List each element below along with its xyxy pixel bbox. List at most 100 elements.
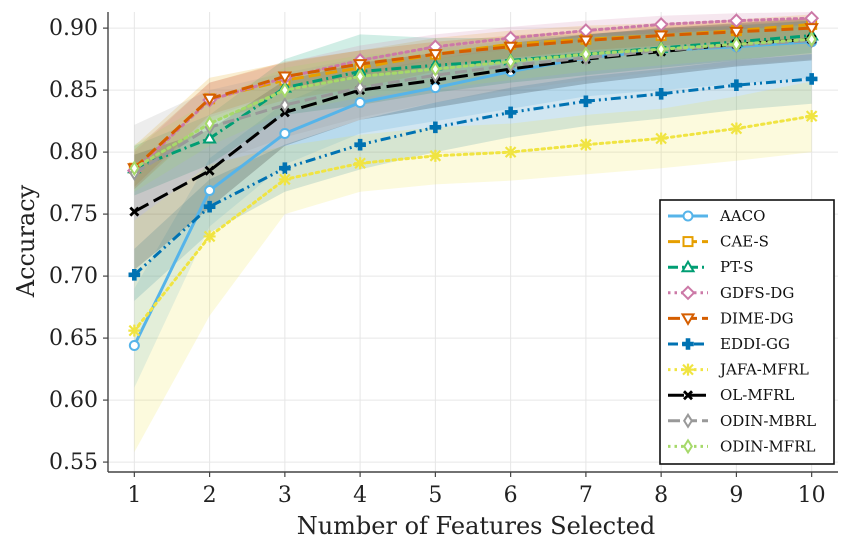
point-eddi-gg [429, 121, 442, 134]
point-odin-mfrl [806, 31, 817, 48]
point-jafa-mfrl [354, 157, 367, 170]
line-odin-mfrl [132, 37, 814, 170]
series-eddi-gg [128, 73, 818, 281]
legend-label-cae-s: CAE-S [720, 233, 769, 251]
band-aaco [134, 20, 812, 388]
x-tick-label: 4 [353, 483, 367, 508]
y-tick-label: 0.80 [49, 140, 98, 165]
point-jafa-mfrl [655, 132, 668, 145]
point-odin-mfrl [430, 61, 441, 77]
legend-label-gdfs-dg: GDFS-DG [720, 284, 794, 302]
point-aaco [279, 128, 291, 140]
x-axis-title: Number of Features Selected [297, 512, 656, 540]
point-dime-dg [653, 30, 669, 44]
legend-marker-gdfs-dg [680, 285, 696, 301]
legend-marker-jafa-mfrl [682, 363, 694, 376]
x-tick-label: 5 [428, 483, 442, 508]
point-jafa-mfrl [504, 146, 517, 159]
band-odin-mbrl [134, 21, 812, 221]
band-pt-s [134, 20, 812, 196]
axes [103, 12, 838, 477]
point-jafa-mfrl [203, 230, 216, 243]
legend-label-pt-s: PT-S [720, 258, 754, 276]
y-tick-label: 0.75 [49, 202, 98, 227]
series-lines [126, 10, 820, 352]
x-tick-label: 9 [729, 483, 743, 508]
legend-marker-pt-s [680, 259, 696, 273]
point-aaco [204, 185, 216, 197]
point-odin-mfrl [355, 68, 366, 85]
point-gdfs-dg [653, 16, 669, 32]
y-tick-label: 0.65 [49, 326, 98, 351]
point-odin-mfrl [129, 160, 140, 177]
legend-label-odin-mbrl: ODIN-MBRL [720, 412, 816, 430]
y-tick-label: 0.60 [49, 388, 98, 413]
band-gdfs-dg [134, 12, 812, 190]
point-odin-mfrl [279, 82, 290, 98]
point-jafa-mfrl [730, 122, 743, 135]
band-eddi-gg [134, 54, 812, 301]
point-eddi-gg [203, 200, 216, 213]
point-eddi-gg [279, 162, 291, 175]
series-jafa-mfrl [128, 110, 818, 337]
line-pt-s [133, 34, 812, 170]
x-tick-label: 7 [579, 483, 593, 508]
band-odin-mfrl [134, 24, 812, 192]
y-axis-title: Accuracy [12, 184, 40, 298]
x-tick-label: 1 [127, 483, 141, 508]
point-ol-mfrl [204, 165, 215, 176]
point-eddi-gg [354, 138, 366, 151]
point-odin-mfrl [731, 36, 742, 53]
point-dime-dg [503, 41, 518, 55]
point-jafa-mfrl [278, 173, 291, 186]
band-cae-s [134, 14, 812, 190]
x-tick-label: 2 [203, 483, 217, 508]
line-jafa-mfrl [132, 114, 814, 333]
point-odin-mfrl [656, 41, 667, 58]
point-jafa-mfrl [429, 149, 442, 162]
point-eddi-gg [805, 73, 818, 85]
point-dime-dg [804, 23, 819, 36]
point-ol-mfrl [129, 206, 140, 217]
point-dime-dg [277, 71, 293, 84]
legend-marker-odin-mfrl [683, 438, 693, 455]
point-eddi-gg [128, 269, 141, 281]
y-tick-label: 0.90 [49, 16, 98, 41]
y-tick-label: 0.70 [49, 264, 98, 289]
point-eddi-gg [730, 79, 743, 91]
point-dime-dg [729, 26, 744, 40]
x-tick-label: 10 [798, 483, 826, 508]
point-eddi-gg [580, 95, 592, 108]
x-tick-label: 3 [278, 483, 292, 508]
point-dime-dg [352, 59, 368, 72]
point-jafa-mfrl [128, 324, 141, 337]
y-tick-label: 0.85 [49, 78, 98, 103]
tick-labels: 1 2 3 4 5 6 7 8 9 10 0.55 0.60 0.65 0.70 0.75 0.80 0.85 0… [49, 16, 826, 508]
legend-marker-cae-s [682, 236, 694, 248]
point-aaco [128, 340, 140, 352]
legend: AACO CAE-S PT-S GDFS-DG DIME-DG EDDI-GG JAFA-M… [659, 199, 835, 465]
point-eddi-gg [655, 88, 667, 100]
legend-marker-ol-mfrl [683, 390, 693, 401]
point-odin-mbrl [279, 97, 290, 113]
legend-label-jafa-mfrl: JAFA-MFRL [718, 361, 809, 379]
point-dime-dg [202, 93, 217, 107]
legend-marker-odin-mbrl [683, 412, 693, 429]
point-odin-mbrl [355, 79, 366, 96]
point-jafa-mfrl [805, 110, 818, 123]
series-dime-dg [127, 23, 819, 176]
x-tick-label: 8 [654, 483, 668, 508]
point-dime-dg [578, 35, 594, 49]
point-dime-dg [428, 49, 443, 62]
legend-label-dime-dg: DIME-DG [720, 309, 794, 327]
point-odin-mfrl [204, 115, 215, 132]
point-eddi-gg [504, 106, 517, 119]
x-tick-label: 6 [504, 483, 518, 508]
legend-label-eddi-gg: EDDI-GG [720, 335, 790, 353]
band-ol-mfrl [134, 18, 812, 270]
legend-label-odin-mfrl: ODIN-MFRL [720, 437, 816, 455]
series-odin-mfrl [129, 31, 817, 177]
legend-marker-eddi-gg [682, 338, 694, 350]
legend-marker-dime-dg [680, 313, 696, 326]
